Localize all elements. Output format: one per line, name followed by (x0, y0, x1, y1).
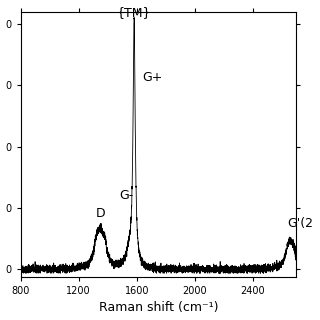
Text: G+: G+ (142, 71, 163, 84)
Text: G'(2: G'(2 (288, 217, 314, 230)
X-axis label: Raman shift (cm⁻¹): Raman shift (cm⁻¹) (99, 301, 218, 315)
Text: {TM}: {TM} (117, 6, 151, 19)
Text: G-: G- (119, 189, 133, 202)
Text: D: D (96, 207, 105, 220)
